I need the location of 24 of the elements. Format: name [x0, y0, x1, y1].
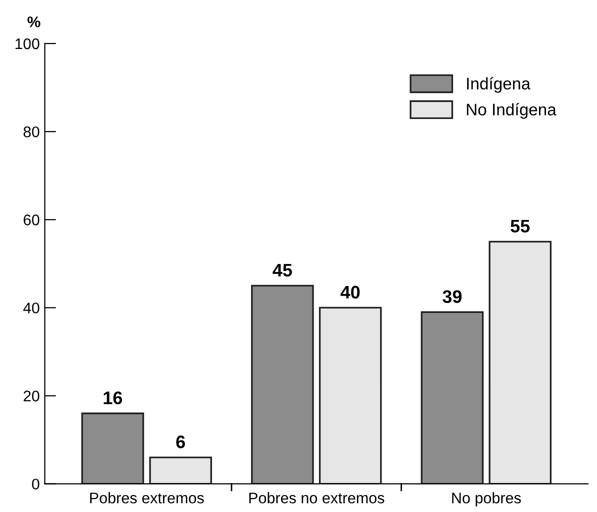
- data-label: 40: [340, 286, 360, 299]
- y-tick-label: 40: [23, 302, 40, 314]
- bar: [149, 456, 212, 484]
- y-tick-label: 0: [32, 478, 40, 490]
- data-label: 6: [176, 436, 185, 448]
- legend-label: No Indígena: [466, 103, 556, 119]
- data-label: 16: [104, 391, 122, 404]
- x-tick-label: Pobres extremos: [90, 492, 204, 504]
- x-tick-label: No pobres: [452, 492, 521, 506]
- x-tick-label: Pobres no extremos: [249, 492, 384, 504]
- y-axis-title: %: [27, 16, 40, 28]
- bar: [251, 284, 314, 484]
- y-tick-label: 100: [16, 38, 40, 50]
- bar: [420, 311, 484, 484]
- data-label: 39: [442, 290, 462, 304]
- y-tick-label: 60: [24, 214, 40, 226]
- bar: [81, 412, 144, 484]
- data-label: 55: [510, 220, 530, 233]
- bar: [318, 306, 382, 484]
- y-tick-label: 20: [24, 390, 40, 402]
- bar: [488, 240, 552, 484]
- y-tick-label: 80: [24, 126, 40, 138]
- data-label: 45: [272, 264, 292, 277]
- legend-label: Indígena: [467, 77, 530, 93]
